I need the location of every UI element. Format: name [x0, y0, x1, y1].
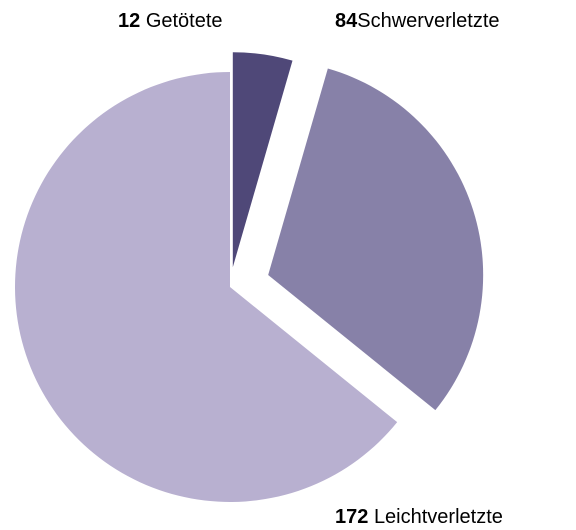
slice-value: 12	[118, 10, 140, 32]
pie-slice	[232, 52, 293, 268]
slice-label: 84Schwerverletzte	[335, 10, 500, 32]
slice-value: 172	[335, 506, 368, 528]
slice-label: 12 Getötete	[118, 10, 223, 32]
pie-slice	[268, 68, 484, 411]
slice-category: Leichtverletzte	[374, 506, 503, 528]
slice-value: 84	[335, 10, 358, 32]
slice-label: 172 Leichtverletzte	[335, 506, 503, 528]
slice-category: Getötete	[146, 10, 223, 32]
slice-category: Schwerverletzte	[357, 10, 499, 32]
pie-slice	[14, 72, 398, 503]
